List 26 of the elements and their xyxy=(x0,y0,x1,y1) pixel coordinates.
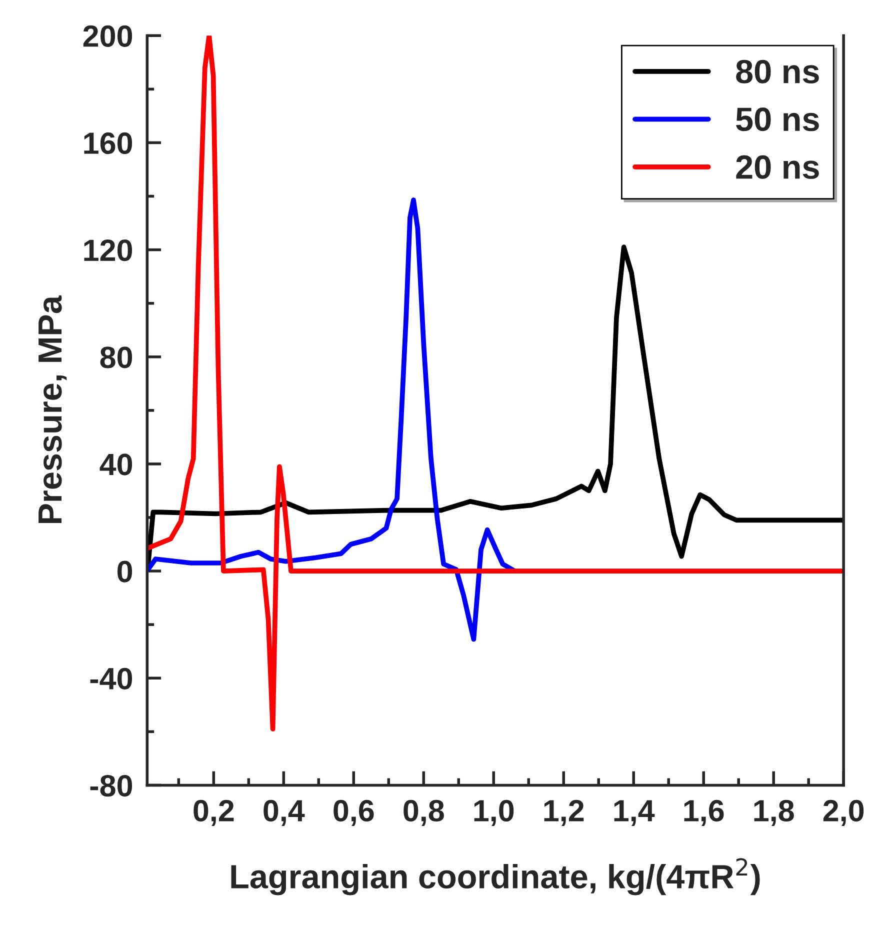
y-tick-label: -80 xyxy=(90,774,132,797)
x-tick-label: 1,2 xyxy=(544,800,584,826)
line-series xyxy=(147,244,844,567)
y-tick-label: 200 xyxy=(83,25,132,47)
x-tick-label: 0,4 xyxy=(264,800,305,826)
line-series xyxy=(147,198,518,642)
line-series xyxy=(147,36,844,732)
x-tick-label: 1,0 xyxy=(474,800,514,826)
y-tick-label: -40 xyxy=(90,668,132,690)
y-tick-label: 160 xyxy=(84,132,132,154)
x-tick-label: 1,4 xyxy=(614,800,655,826)
x-tick-label: 1,6 xyxy=(684,800,724,826)
x-tick-label: 2,0 xyxy=(823,800,864,826)
y-tick-label: 40 xyxy=(100,454,132,476)
legend-label: 80 ns xyxy=(736,60,819,84)
legend-label: 50 ns xyxy=(736,108,819,132)
y-tick-label: 120 xyxy=(84,240,132,262)
x-tick-label: 1,8 xyxy=(754,800,794,826)
x-tick-label: 0,2 xyxy=(194,800,234,826)
x-axis-title: Lagrangian coordinate, kg/(4πR$^{2}$) xyxy=(231,858,760,896)
y-axis-title: Pressure, MPa xyxy=(38,295,67,524)
y-tick-label: 0 xyxy=(117,560,132,582)
x-tick-label: 0,8 xyxy=(404,800,444,826)
x-tick-label: 0,6 xyxy=(334,800,374,826)
y-tick-label: 80 xyxy=(100,346,132,368)
legend-label: 20 ns xyxy=(736,155,819,179)
